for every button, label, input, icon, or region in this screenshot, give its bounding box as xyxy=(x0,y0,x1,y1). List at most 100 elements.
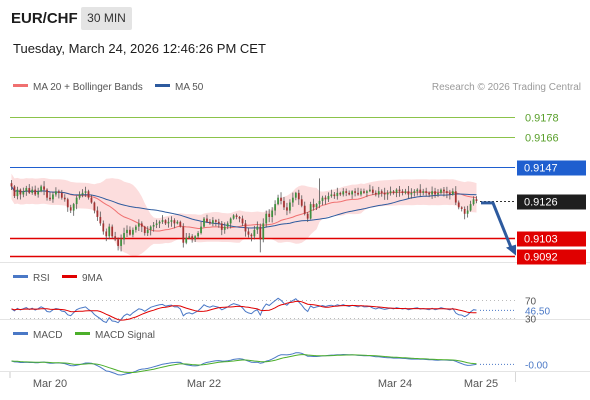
legend-swatch-ma20 xyxy=(13,84,28,87)
last-price-label: 0.9126 xyxy=(524,197,558,209)
candle-body xyxy=(226,223,229,227)
candle-body xyxy=(152,225,155,227)
candle-body xyxy=(46,189,48,198)
candle-body xyxy=(351,191,354,195)
candle-body xyxy=(389,191,392,193)
macd-current-label: -0.00 xyxy=(525,360,548,371)
candle-body xyxy=(392,191,395,193)
candle-body xyxy=(28,188,31,193)
bollinger-band xyxy=(11,173,477,257)
candle-body xyxy=(137,223,140,227)
candle-body xyxy=(475,199,478,201)
candle-body xyxy=(431,191,433,195)
candle-body xyxy=(454,191,457,203)
legend-swatch-rsi xyxy=(13,275,28,278)
candle-body xyxy=(164,220,167,224)
candle-body xyxy=(395,189,398,193)
candle-body xyxy=(57,191,60,193)
symbol-title: EUR/CHF xyxy=(11,10,78,27)
candle-body xyxy=(93,202,96,211)
support-target-label-bg xyxy=(517,249,586,265)
candle-body xyxy=(155,223,158,226)
candle-body xyxy=(303,205,306,214)
macd-legend: MACD MACD Signal xyxy=(13,330,155,341)
legend-swatch-macd xyxy=(13,332,28,335)
interval-badge[interactable]: 30 MIN xyxy=(81,7,132,30)
candle-body xyxy=(209,221,211,224)
candle-body xyxy=(383,192,386,195)
candle-body xyxy=(428,192,431,195)
pivot-label-bg xyxy=(517,160,586,176)
candle-body xyxy=(84,191,87,193)
candle-body xyxy=(34,189,37,195)
legend-macd-signal-label: MACD Signal xyxy=(95,330,155,341)
candle-body xyxy=(437,192,439,195)
candle-body xyxy=(368,189,371,192)
candle-body xyxy=(315,204,318,208)
candle-body xyxy=(203,218,205,227)
legend-ma50-label: MA 50 xyxy=(175,82,204,93)
candle-body xyxy=(176,221,179,224)
candle-body xyxy=(244,223,247,232)
candle-body xyxy=(232,215,235,219)
candle-body xyxy=(75,197,78,205)
legend-9ma-label: 9MA xyxy=(82,273,103,284)
candle-body xyxy=(129,229,131,235)
candle-body xyxy=(425,191,428,193)
candle-body xyxy=(191,236,194,240)
candle-body xyxy=(327,196,330,200)
candle-body xyxy=(123,233,125,240)
legend-swatch-9ma xyxy=(62,275,77,278)
candle-body xyxy=(380,191,383,193)
candle-body xyxy=(247,231,250,235)
chart-header: EUR/CHF 30 MIN Tuesday, March 24, 2026 1… xyxy=(0,0,590,70)
last-price-label-bg xyxy=(517,194,586,210)
candle-body xyxy=(398,189,401,192)
candle-body xyxy=(348,192,351,195)
candle-body xyxy=(416,189,419,192)
candle-body xyxy=(366,191,368,193)
candle-body xyxy=(37,191,40,195)
candle-body xyxy=(300,199,303,206)
candle-body xyxy=(111,226,114,237)
candle-body xyxy=(146,229,149,234)
candle-body xyxy=(446,191,448,193)
candle-body xyxy=(262,223,265,240)
candle-body xyxy=(472,199,475,205)
candle-body xyxy=(87,191,90,198)
candle-body xyxy=(274,204,276,211)
candle-body xyxy=(410,192,413,195)
candle-body xyxy=(297,192,300,200)
candle-body xyxy=(434,191,436,195)
candle-body xyxy=(294,192,297,198)
candle-body xyxy=(371,189,374,193)
candle-body xyxy=(197,233,199,237)
candle-body xyxy=(413,191,416,193)
x-tick-label: Mar 24 xyxy=(378,378,412,390)
candle-body xyxy=(40,186,42,192)
candle-body xyxy=(108,226,111,237)
candle-body xyxy=(229,218,232,224)
candle-body xyxy=(214,220,217,222)
x-tick-label: Mar 25 xyxy=(464,378,498,390)
candle-body xyxy=(60,192,63,198)
candle-body xyxy=(401,191,404,193)
candle-body xyxy=(117,239,120,246)
candle-body xyxy=(161,220,164,222)
macd-panel: -0.00 xyxy=(11,352,548,376)
candle-body xyxy=(404,191,407,193)
candle-body xyxy=(149,226,152,230)
candle-body xyxy=(312,204,315,208)
legend-swatch-macd-signal xyxy=(75,332,90,335)
candle-body xyxy=(466,210,469,214)
candle-body xyxy=(16,189,19,197)
candle-body xyxy=(52,194,54,200)
candle-body xyxy=(185,237,188,243)
candle-body xyxy=(280,197,282,201)
candle-body xyxy=(66,199,69,208)
projection-arrow xyxy=(481,201,516,256)
main-legend: MA 20 + Bollinger Bands MA 50 Research ©… xyxy=(13,82,581,93)
candle-body xyxy=(241,218,244,224)
candle-body xyxy=(99,216,102,224)
